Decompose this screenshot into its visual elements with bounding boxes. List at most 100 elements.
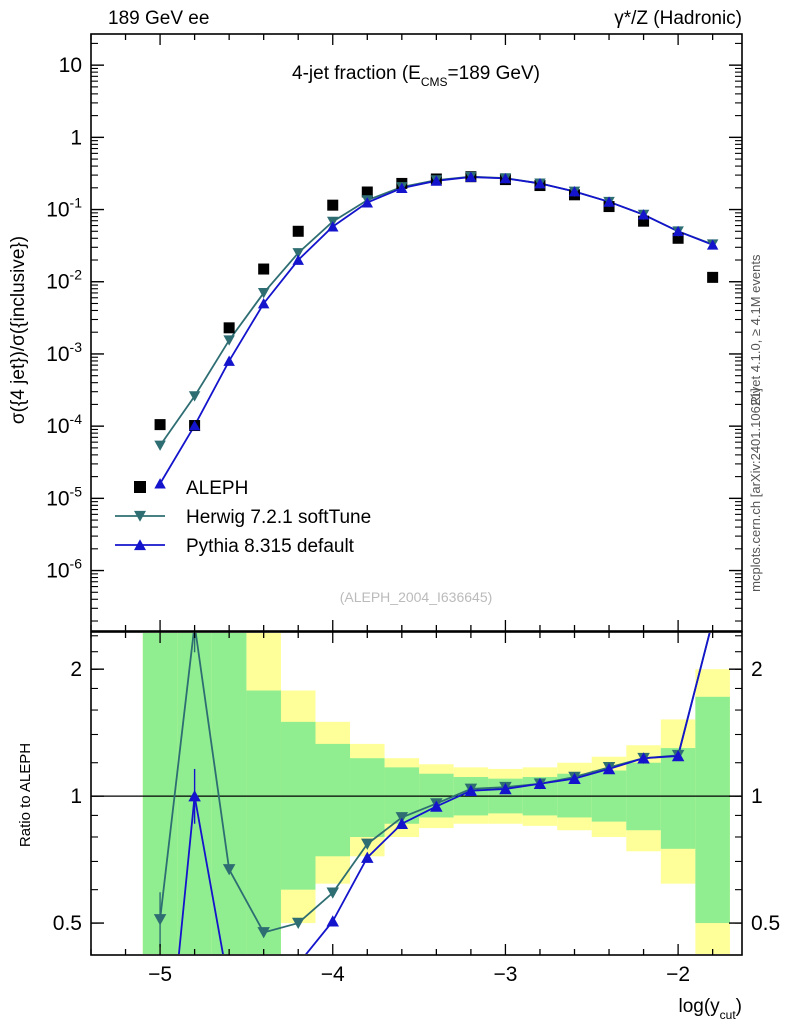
ratio-y-tick-label: 0.5: [53, 912, 82, 935]
marker-square: [638, 215, 650, 227]
marker-triangle-up: [568, 772, 581, 784]
marker-triangle-up: [154, 478, 166, 489]
marker-triangle-up: [465, 171, 477, 182]
plot-dynamic-layer: −5 −4 −3 −2 10 1 10-1 10-2 10-3 10-4 10-5 10-6 2 2 1 1 0…: [46, 33, 780, 986]
ratio-band-inner: [315, 743, 351, 857]
legend-label: Herwig 7.2.1 softTune: [186, 507, 371, 528]
y-tick-label: 10-6: [46, 556, 82, 583]
ratio-band-inner: [350, 758, 385, 837]
marker-triangle-up: [292, 958, 305, 969]
marker-triangle-up: [292, 254, 304, 265]
marker-triangle-up: [430, 175, 443, 186]
marker-triangle-up: [430, 800, 443, 812]
marker-square: [361, 186, 373, 198]
ratio-panel-frame: [90, 631, 743, 956]
ratio-y-axis-label: Ratio to ALEPH: [17, 743, 34, 847]
marker-square: [707, 271, 719, 283]
marker-triangle-up: [361, 851, 374, 863]
marker-triangle-up: [637, 209, 650, 220]
marker-triangle-up: [257, 298, 270, 309]
marker-square: [258, 263, 270, 275]
legend-marker-square: [134, 481, 146, 493]
x-tick-label: −4: [321, 963, 345, 986]
legend-marker-triangle-down: [134, 510, 146, 522]
ratio-band-inner: [660, 748, 696, 849]
marker-triangle-down: [188, 391, 201, 402]
legend-entry[interactable]: Pythia 8.315 default: [115, 536, 355, 557]
marker-triangle-up: [602, 762, 616, 775]
y-tick-label: 10-4: [46, 411, 82, 438]
marker-triangle-down: [223, 335, 235, 346]
y-tick-label: 10-1: [46, 195, 82, 222]
marker-triangle-up: [361, 197, 374, 208]
marker-triangle-down: [291, 917, 305, 930]
marker-square: [223, 322, 235, 334]
ratio-band-inner: [211, 633, 247, 954]
header-right-label: γ*/Z (Hadronic): [614, 8, 742, 29]
marker-triangle-down: [257, 288, 270, 299]
marker-triangle-up: [464, 784, 478, 797]
y-tick-label: 10-3: [46, 339, 82, 366]
legend-marker-triangle-up: [134, 539, 146, 551]
x-tick-label: −3: [493, 963, 517, 986]
marker-triangle-down: [153, 914, 167, 926]
marker-square: [292, 225, 304, 237]
ratio-band-inner: [246, 690, 281, 954]
legend-label: ALEPH: [186, 478, 248, 499]
main-y-axis-label: σ({4 jet})/σ({inclusive}): [8, 236, 29, 424]
marker-triangle-up: [603, 196, 615, 207]
marker-triangle-up: [188, 790, 201, 802]
marker-square: [672, 232, 684, 244]
y-tick-label: 1: [70, 126, 82, 149]
marker-square: [154, 419, 166, 431]
legend-entry[interactable]: Herwig 7.2.1 softTune: [115, 507, 371, 528]
x-axis-label: log(ycut): [678, 996, 742, 1022]
main-series-layer: [154, 171, 719, 489]
ratio-band-inner: [695, 696, 730, 924]
x-tick-label: −5: [148, 963, 172, 986]
ratio-band-inner: [280, 721, 316, 890]
header-left-label: 189 GeV ee: [108, 8, 209, 29]
x-tick-label: −2: [666, 963, 690, 986]
y-tick-label: 10: [59, 54, 82, 77]
marker-triangle-down: [326, 887, 340, 899]
main-series-line: [159, 176, 713, 485]
ratio-y-tick-label: 2: [70, 658, 82, 681]
rivet-version-label: Rivet 4.1.0, ≥ 4.1M events: [748, 254, 763, 405]
analysis-id-watermark: (ALEPH_2004_I636645): [340, 589, 493, 605]
marker-triangle-up: [534, 177, 546, 189]
marker-triangle-up: [327, 221, 339, 232]
main-plot-title: 4-jet fraction (ECMS=189 GeV): [292, 63, 540, 89]
main-series-line: [159, 175, 713, 446]
y-tick-label: 10-2: [46, 267, 82, 294]
marker-triangle-down: [154, 440, 166, 451]
marker-triangle-up: [671, 750, 685, 762]
ratio-y-tick-label: 1: [70, 785, 82, 808]
marker-triangle-down: [292, 248, 304, 259]
ratio-y-tick-label-right: 0.5: [751, 912, 780, 935]
legend-entry[interactable]: ALEPH: [134, 478, 248, 499]
marker-triangle-up: [499, 172, 512, 184]
ratio-error-bands: [142, 633, 730, 954]
marker-triangle-up: [396, 182, 408, 194]
marker-square: [327, 199, 339, 211]
marker-triangle-up: [637, 752, 650, 764]
marker-triangle-down: [395, 812, 409, 824]
marker-triangle-up: [706, 239, 719, 250]
marker-triangle-down: [222, 864, 236, 876]
marker-triangle-up: [533, 777, 547, 790]
ratio-y-tick-label-right: 2: [751, 658, 763, 681]
marker-triangle-up: [188, 420, 201, 431]
marker-triangle-down: [257, 927, 270, 939]
ratio-series-layer: [153, 633, 711, 969]
marker-triangle-up: [395, 817, 409, 830]
ratio-y-tick-label-right: 1: [751, 785, 763, 808]
legend-label: Pythia 8.315 default: [186, 536, 355, 557]
marker-triangle-up: [326, 915, 340, 927]
marker-triangle-up: [672, 225, 684, 237]
mcplots-source-label: mcplots.cern.ch [arXiv:2401.10621]: [748, 388, 763, 592]
marker-triangle-up: [499, 782, 512, 795]
marker-triangle-up: [568, 186, 581, 197]
